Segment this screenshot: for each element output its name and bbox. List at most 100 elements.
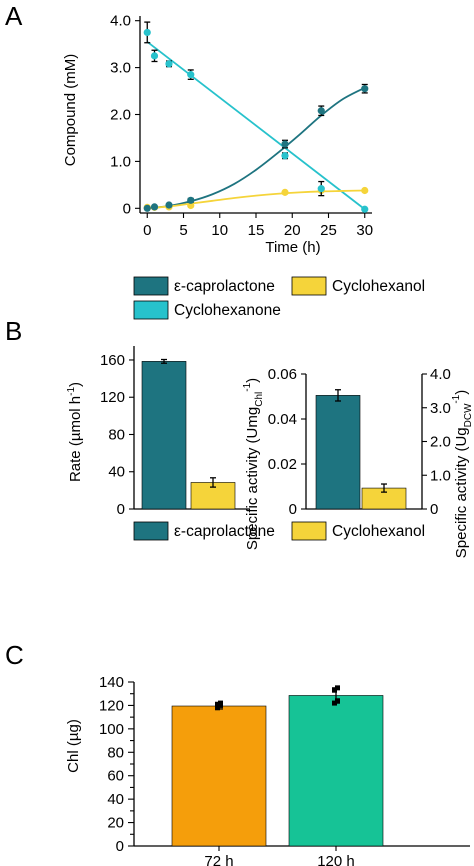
data-point-caprolactone (361, 85, 369, 93)
panel-b-rate-y-tick-label: 160 (100, 352, 125, 369)
legend-b-swatch-caprolactone (133, 521, 169, 541)
replicate-point-120h (335, 698, 340, 704)
panel-b-sa-right-tick-label: 2.0 (430, 434, 451, 451)
data-point-cyclohexanone (150, 52, 159, 60)
legend-label-cyclohexanol: Cyclohexanol (332, 278, 425, 295)
panel-a-x-tick-label: 25 (320, 222, 337, 239)
panel-a-y-tick-label: 4.0 (110, 13, 131, 30)
panel-a-line-chart: 0 1.0 2.0 3.0 4.0 0 5 10 15 20 25 30 Time (h) Compo… (62, 13, 373, 256)
data-point-cyclohexanone (281, 152, 289, 160)
panel-a-y-tick-label: 3.0 (110, 60, 131, 77)
panel-c-y-tick-label: 140 (99, 674, 124, 691)
panel-b-rate-bars (141, 358, 236, 510)
data-point-cyclohexanone (361, 205, 369, 213)
replicate-point-72h (215, 701, 220, 707)
panel-c-axes: 0 20 40 60 80 100 120 140 (99, 674, 470, 855)
panel-b-sa-left-tick-label: 0 (289, 501, 297, 518)
replicate-point-120h (332, 687, 337, 693)
fit-curve-cyclohexanone (146, 41, 366, 210)
panel-c-y-tick-label: 40 (107, 791, 124, 808)
panel-a-y-tick-label: 0 (123, 200, 131, 217)
panel-b-sa-right-tick-label: 4.0 (430, 366, 451, 383)
panel-c-y-tick-label: 120 (99, 697, 124, 714)
panel-b-specific-activity-bars (315, 389, 407, 510)
panel-b-specific-activity-bar-chart: 0 0.02 0.04 0.06 0 1.0 2.0 3.0 4.0 Specific acti… (242, 366, 474, 558)
panel-b-left-y-axis-label: Specific activity (UmgChl-1) (242, 378, 265, 550)
fit-curve-cyclohexanol (147, 189, 365, 210)
legend-swatch-caprolactone (133, 276, 169, 296)
panel-a-x-tick-label: 30 (356, 222, 373, 239)
panel-a-x-axis-label: Time (h) (265, 239, 320, 256)
panel-c-y-tick-label: 20 (107, 815, 124, 832)
panel-b-rate-bar-chart: 0 40 80 120 160 Rate (µmol h-1) (66, 346, 250, 518)
panel-a-x-tick-label: 0 (143, 222, 151, 239)
fit-curve-caprolactone (147, 86, 366, 210)
data-point-caprolactone (143, 204, 151, 212)
legend-swatch-cyclohexanol (291, 276, 327, 296)
data-point-cyclohexanone (187, 71, 195, 79)
data-point-cyclohexanol (361, 186, 369, 195)
replicate-point-120h (332, 700, 337, 706)
panel-a-y-axis-label: Compound (mM) (62, 54, 79, 167)
panel-label-b: B (5, 316, 22, 346)
legend-b-label-cyclohexanol: Cyclohexanol (332, 523, 425, 540)
bar-specific-activity-caprolactone (315, 395, 361, 510)
panel-c-y-tick-label: 100 (99, 721, 124, 738)
data-point-caprolactone (281, 140, 289, 148)
replicate-point-72h (218, 700, 223, 706)
legend-b-label-caprolactone: ε-caprolactone (174, 523, 275, 540)
panel-c-y-tick-label: 60 (107, 768, 124, 785)
panel-a-x-tick-label: 10 (211, 222, 228, 239)
panel-b-sa-right-tick-label: 0 (430, 501, 438, 518)
replicate-point-120h (335, 685, 340, 691)
panel-b-sa-left-tick-label: 0.06 (268, 366, 297, 383)
panel-b-sa-right-tick-label: 3.0 (430, 400, 451, 417)
panel-a-x-tick-label: 5 (179, 222, 187, 239)
data-point-cyclohexanone (317, 185, 325, 193)
data-point-cyclohexanone (165, 60, 173, 68)
data-point-cyclohexanol (281, 188, 289, 196)
panel-b-sa-left-tick-label: 0.02 (268, 456, 297, 473)
panel-b-legend: ε-caprolactone Cyclohexanol (133, 521, 425, 541)
panel-b-rate-y-tick-label: 80 (108, 426, 125, 443)
panel-b-sa-right-tick-label: 1.0 (430, 467, 451, 484)
panel-a-axes: 0 1.0 2.0 3.0 4.0 0 5 10 15 20 25 30 (110, 13, 373, 239)
data-point-caprolactone (317, 107, 325, 115)
panel-a-data-points (143, 21, 369, 213)
panel-label-a: A (5, 1, 23, 31)
panel-label-c: C (5, 640, 24, 670)
panel-a-legend: ε-caprolactone Cyclohexanol Cyclohexanon… (133, 276, 425, 320)
panel-b-rate-y-tick-label: 0 (117, 501, 125, 518)
legend-label-cyclohexanone: Cyclohexanone (174, 302, 281, 319)
bar-chl-120h (288, 695, 384, 847)
panel-b-rate-y-tick-label: 40 (108, 464, 125, 481)
panel-c-y-tick-label: 0 (116, 838, 124, 855)
panel-a-x-tick-label: 20 (284, 222, 301, 239)
legend-swatch-cyclohexanone (133, 300, 169, 320)
data-point-caprolactone (165, 201, 173, 209)
data-point-cyclohexanone (143, 28, 151, 37)
data-point-cyclohexanol (187, 201, 195, 210)
legend-b-swatch-cyclohexanol (291, 521, 327, 541)
panel-b-rate-y-axis-label: Rate (µmol h-1) (66, 382, 84, 482)
panel-a-fit-curves (146, 41, 366, 210)
panel-c-y-axis-label: Chl (µg) (65, 719, 82, 773)
panel-c-bars: 72 h 120 h (171, 685, 384, 866)
panel-c-x-tick-label: 120 h (317, 853, 355, 866)
replicate-point-72h (215, 705, 220, 711)
panel-a-y-tick-label: 2.0 (110, 107, 131, 124)
panel-c-chl-bar-chart: 0 20 40 60 80 100 120 140 72 h 120 h Chl (µg) (65, 674, 470, 866)
panel-b-rate-y-tick-label: 120 (100, 389, 125, 406)
panel-c-x-tick-label: 72 h (204, 853, 233, 866)
legend-label-caprolactone: ε-caprolactone (174, 278, 275, 295)
panel-b-right-y-axis-label: Specific activity (UgDCW-1) (451, 390, 474, 558)
bar-rate-caprolactone (141, 361, 187, 510)
panel-a-y-tick-label: 1.0 (110, 153, 131, 170)
bar-chl-72h (171, 705, 267, 847)
panel-c-y-tick-label: 80 (107, 744, 124, 761)
panel-b-sa-left-tick-label: 0.04 (268, 411, 297, 428)
panel-a-x-tick-label: 15 (248, 222, 265, 239)
data-point-caprolactone (150, 203, 159, 211)
data-point-caprolactone (187, 196, 195, 204)
